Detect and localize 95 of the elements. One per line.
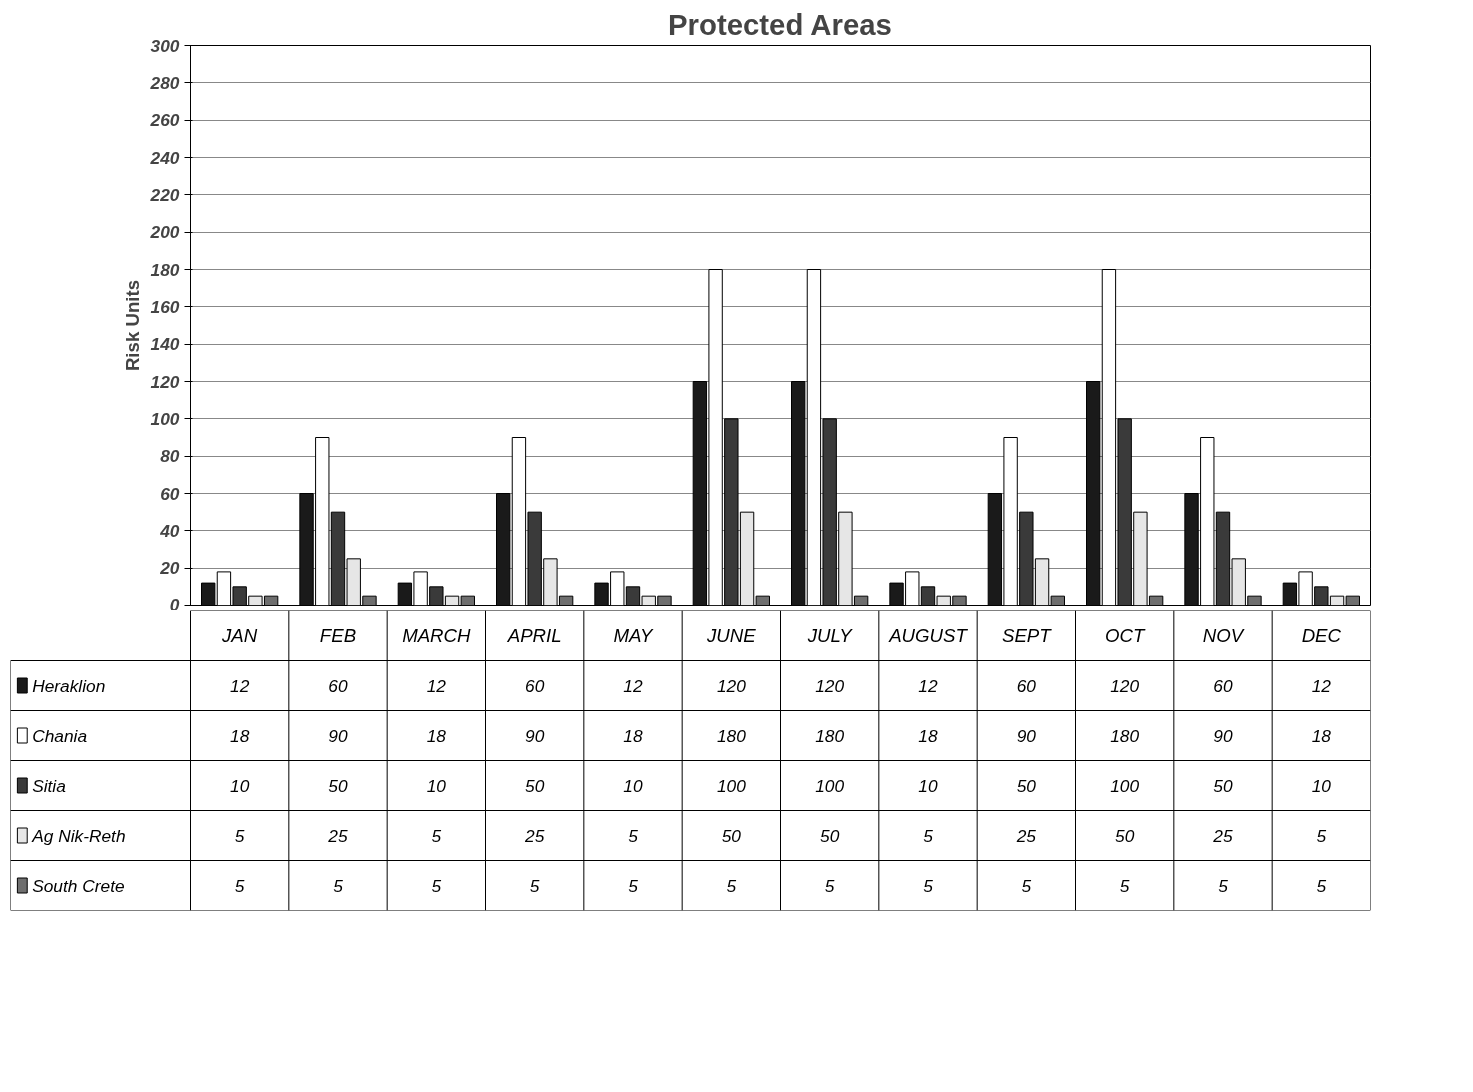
legend-label: Ag Nik-Reth: [31, 825, 126, 846]
data-label: 5: [431, 875, 442, 896]
y-tick-label: 240: [149, 147, 180, 168]
x-tick-label: JULY: [806, 625, 854, 646]
data-label: 90: [1213, 725, 1233, 746]
data-label: 5: [923, 825, 934, 846]
data-label: 5: [333, 875, 344, 896]
legend-label: Sitia: [32, 775, 67, 796]
data-label: 12: [1311, 675, 1332, 696]
data-label: 5: [234, 875, 245, 896]
x-tick-label: SEPT: [1001, 625, 1053, 646]
x-tick-label: JAN: [221, 625, 258, 646]
legend-label: Heraklion: [32, 675, 106, 696]
data-label: 5: [1316, 825, 1327, 846]
y-tick-label: 100: [150, 408, 180, 429]
data-label: 5: [431, 825, 442, 846]
data-label: 5: [1218, 875, 1229, 896]
data-label: 120: [716, 675, 747, 696]
data-label: 12: [918, 675, 938, 696]
data-label: 18: [426, 725, 447, 746]
data-label: 18: [623, 725, 643, 746]
legend-label: Chania: [32, 725, 88, 746]
data-label: 180: [716, 725, 747, 746]
y-tick-label: 120: [150, 371, 180, 392]
x-tick-label: APRIL: [506, 625, 562, 646]
data-label: 12: [230, 675, 250, 696]
data-label: 100: [716, 775, 747, 796]
data-label: 50: [525, 775, 545, 796]
data-label: 18: [230, 725, 250, 746]
data-label: 60: [1016, 675, 1037, 696]
data-label: 12: [623, 675, 643, 696]
x-tick-label: DEC: [1301, 625, 1342, 646]
data-label: 50: [328, 775, 348, 796]
y-tick-label: 200: [149, 222, 180, 243]
y-tick-label: 0: [169, 594, 180, 615]
y-tick-label: 300: [150, 35, 180, 56]
y-tick-label: 20: [159, 558, 180, 579]
data-label: 5: [1119, 875, 1130, 896]
y-tick-label: 60: [160, 483, 180, 504]
x-tick-label: NOV: [1202, 625, 1245, 646]
data-label: 120: [1110, 675, 1140, 696]
data-label: 25: [1015, 825, 1037, 846]
data-label: 5: [529, 875, 540, 896]
x-tick-label: AUGUST: [888, 625, 969, 646]
data-label: 50: [1115, 825, 1135, 846]
data-label: 100: [1110, 775, 1140, 796]
data-label: 18: [1311, 725, 1332, 746]
data-label: 5: [726, 875, 737, 896]
data-label: 100: [815, 775, 845, 796]
data-label: 25: [524, 825, 545, 846]
data-label: 60: [328, 675, 348, 696]
chart-title: Protected Areas: [668, 7, 892, 41]
data-label: 50: [1016, 775, 1037, 796]
data-label: 5: [923, 875, 934, 896]
data-label: 5: [824, 875, 835, 896]
y-tick-label: 180: [150, 259, 180, 280]
x-tick-label: MARCH: [402, 625, 472, 646]
data-label: 5: [234, 825, 245, 846]
data-label: 60: [1213, 675, 1233, 696]
y-tick-label: 160: [150, 296, 180, 317]
data-label: 180: [1110, 725, 1140, 746]
legend-label: South Crete: [32, 875, 125, 896]
data-label: 5: [1316, 875, 1327, 896]
x-tick-label: JUNE: [705, 625, 757, 646]
y-tick-label: 140: [150, 334, 180, 355]
data-label: 90: [1016, 725, 1037, 746]
y-tick-label: 260: [149, 110, 180, 131]
y-tick-label: 80: [160, 446, 180, 467]
data-label: 10: [426, 775, 447, 796]
data-label: 10: [918, 775, 938, 796]
data-label: 5: [628, 875, 639, 896]
data-label: 60: [525, 675, 545, 696]
y-axis-title: Risk Units: [121, 279, 143, 372]
data-label: 25: [1212, 825, 1233, 846]
data-label: 5: [1021, 875, 1032, 896]
data-label: 90: [525, 725, 545, 746]
data-label: 18: [918, 725, 938, 746]
data-label: 50: [1213, 775, 1233, 796]
x-tick-label: FEB: [319, 625, 357, 646]
data-label: 10: [230, 775, 250, 796]
data-label: 90: [328, 725, 348, 746]
data-label: 10: [1311, 775, 1332, 796]
data-label: 12: [426, 675, 447, 696]
data-label: 25: [327, 825, 348, 846]
y-tick-label: 220: [149, 184, 180, 205]
data-label: 120: [815, 675, 845, 696]
data-label: 50: [721, 825, 742, 846]
data-label: 10: [623, 775, 643, 796]
x-tick-label: MAY: [613, 625, 655, 646]
data-label: 180: [815, 725, 845, 746]
y-tick-label: 40: [159, 520, 180, 541]
data-label: 50: [820, 825, 840, 846]
data-label: 5: [628, 825, 639, 846]
x-tick-label: OCT: [1104, 625, 1146, 646]
y-tick-label: 280: [149, 72, 180, 93]
